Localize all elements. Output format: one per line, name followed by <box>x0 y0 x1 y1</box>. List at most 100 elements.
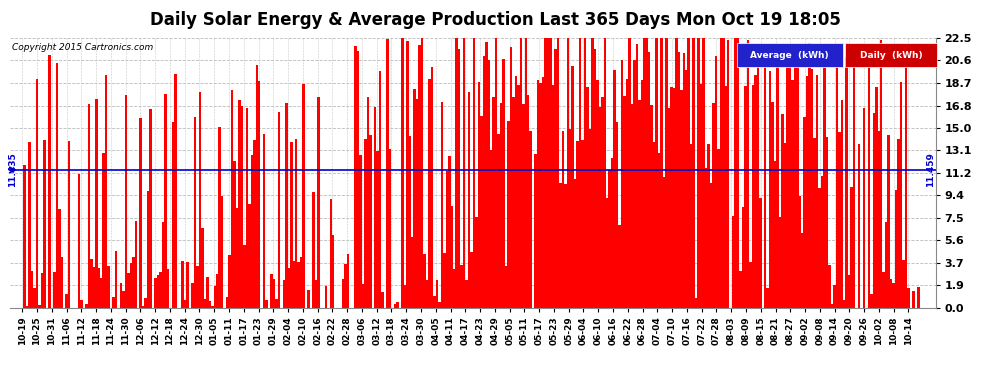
Bar <box>154 278 156 308</box>
Bar <box>424 254 426 308</box>
Bar <box>29 142 31 308</box>
Bar <box>522 104 525 308</box>
Bar <box>707 144 710 308</box>
Bar <box>55 63 58 308</box>
Bar <box>295 139 297 308</box>
Bar <box>875 87 877 308</box>
Bar <box>609 170 611 308</box>
Bar <box>411 237 414 308</box>
Bar <box>426 280 429 308</box>
Bar <box>634 60 636 308</box>
Bar <box>774 161 776 308</box>
Bar <box>905 58 907 308</box>
Bar <box>127 273 130 308</box>
Bar <box>551 86 554 308</box>
Bar <box>354 46 356 308</box>
Bar <box>559 183 561 308</box>
Bar <box>446 171 448 308</box>
Bar <box>174 74 176 307</box>
Bar <box>36 79 39 308</box>
Bar <box>554 48 556 308</box>
Bar <box>702 38 705 308</box>
Bar <box>253 140 255 308</box>
Bar <box>629 38 631 308</box>
Bar <box>811 69 814 308</box>
Bar <box>250 155 253 308</box>
Bar <box>831 304 834 307</box>
Bar <box>191 282 194 308</box>
Bar <box>872 112 875 308</box>
Bar <box>584 38 586 308</box>
Bar <box>685 70 687 308</box>
Bar <box>356 51 359 308</box>
Bar <box>297 262 300 308</box>
Bar <box>897 138 900 308</box>
Bar <box>852 46 855 308</box>
Bar <box>636 44 639 308</box>
Bar <box>100 278 103 308</box>
Bar <box>80 300 83 307</box>
Bar <box>680 90 682 308</box>
Bar <box>675 38 677 308</box>
Bar <box>512 97 515 308</box>
Bar <box>302 84 305 308</box>
Bar <box>283 280 285 308</box>
Bar <box>821 176 824 308</box>
Bar <box>641 80 644 308</box>
Bar <box>214 286 216 308</box>
Bar <box>85 304 88 307</box>
Bar <box>226 297 229 307</box>
Bar <box>361 284 364 308</box>
Bar <box>740 271 742 308</box>
Bar <box>78 174 80 308</box>
Bar <box>345 264 346 308</box>
Bar <box>799 196 801 308</box>
Bar <box>885 222 887 308</box>
Bar <box>665 38 667 308</box>
Bar <box>421 38 424 308</box>
Bar <box>581 140 584 308</box>
Bar <box>682 53 685 307</box>
Bar <box>877 131 880 308</box>
Bar <box>847 275 850 308</box>
Bar <box>470 252 473 308</box>
Bar <box>194 117 196 308</box>
Bar <box>517 86 520 308</box>
Bar <box>744 86 746 308</box>
Bar <box>186 262 189 308</box>
Bar <box>381 292 384 308</box>
Bar <box>500 103 502 308</box>
Bar <box>219 128 221 308</box>
Bar <box>285 103 288 308</box>
Bar <box>369 135 371 308</box>
Bar <box>429 79 431 308</box>
Bar <box>892 283 895 308</box>
Bar <box>527 94 530 308</box>
Bar <box>359 155 361 308</box>
Bar <box>857 144 860 308</box>
Bar <box>759 198 761 308</box>
Bar <box>140 118 142 308</box>
Bar <box>599 107 601 308</box>
Bar <box>594 49 596 308</box>
Bar <box>475 217 477 308</box>
Bar <box>288 268 290 308</box>
Text: Average  (kWh): Average (kWh) <box>750 51 829 60</box>
Bar <box>436 280 439 308</box>
Bar <box>687 38 690 308</box>
Bar <box>507 121 510 308</box>
Bar <box>804 117 806 308</box>
Bar <box>624 96 626 308</box>
Bar <box>300 257 302 307</box>
Bar <box>667 108 670 307</box>
Bar <box>270 274 273 308</box>
Bar <box>325 286 327 308</box>
Bar <box>890 279 892 308</box>
Bar <box>776 67 779 308</box>
Bar <box>845 57 847 308</box>
Bar <box>24 165 26 308</box>
Bar <box>576 141 579 308</box>
Bar <box>135 221 137 308</box>
Bar <box>591 38 594 308</box>
Bar <box>149 109 151 308</box>
